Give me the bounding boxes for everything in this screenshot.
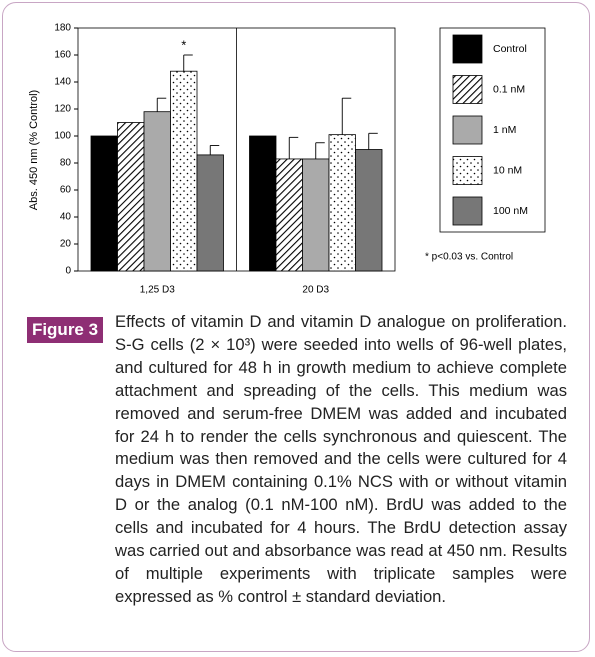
- y-tick-label: 20: [60, 239, 72, 250]
- legend-label: 0.1 nM: [493, 83, 525, 95]
- y-axis-label: Abs. 450 nm (% Control): [28, 90, 40, 210]
- legend-frame: [439, 27, 546, 233]
- figure-label: Figure 3: [27, 317, 103, 343]
- bar: [275, 158, 303, 272]
- legend-label: 1 nM: [493, 124, 516, 136]
- y-tick-label: 60: [60, 185, 72, 196]
- legend-swatch: [452, 34, 483, 64]
- legend-swatch: [452, 196, 483, 226]
- bar: [302, 158, 330, 272]
- legend-swatch: [452, 75, 483, 104]
- annotation: *: [181, 37, 186, 52]
- x-tick-label: 1,25 D3: [140, 285, 175, 296]
- note: * p<0.03 vs. Control: [425, 252, 513, 263]
- bar: [249, 135, 277, 272]
- y-tick-label: 0: [65, 266, 71, 277]
- legend-label: Control: [493, 43, 527, 55]
- chart: Abs. 450 nm (% Control) * p<0.03 vs. Con…: [28, 23, 546, 296]
- y-tick-label: 180: [54, 23, 71, 34]
- x-tick-label: 20 D3: [302, 285, 329, 296]
- y-tick-label: 140: [54, 77, 71, 88]
- bar: [90, 135, 118, 272]
- y-tick-label: 40: [60, 212, 72, 223]
- legend-label: 100 nM: [493, 205, 528, 217]
- bar: [143, 111, 171, 272]
- y-tick-label: 160: [54, 50, 71, 61]
- bar: [170, 70, 198, 272]
- bar: [117, 122, 145, 272]
- y-tick-label: 100: [54, 131, 71, 142]
- legend-swatch: [452, 156, 483, 185]
- figure-frame: [2, 2, 590, 652]
- caption-text: Effects of vitamin D and vitamin D analo…: [115, 312, 567, 606]
- y-tick-label: 80: [60, 158, 72, 169]
- bar: [328, 134, 356, 272]
- legend-label: 10 nM: [493, 164, 522, 176]
- y-tick-label: 120: [54, 104, 71, 115]
- legend-swatch: [452, 115, 483, 145]
- bar: [355, 149, 383, 272]
- bar: [196, 154, 224, 272]
